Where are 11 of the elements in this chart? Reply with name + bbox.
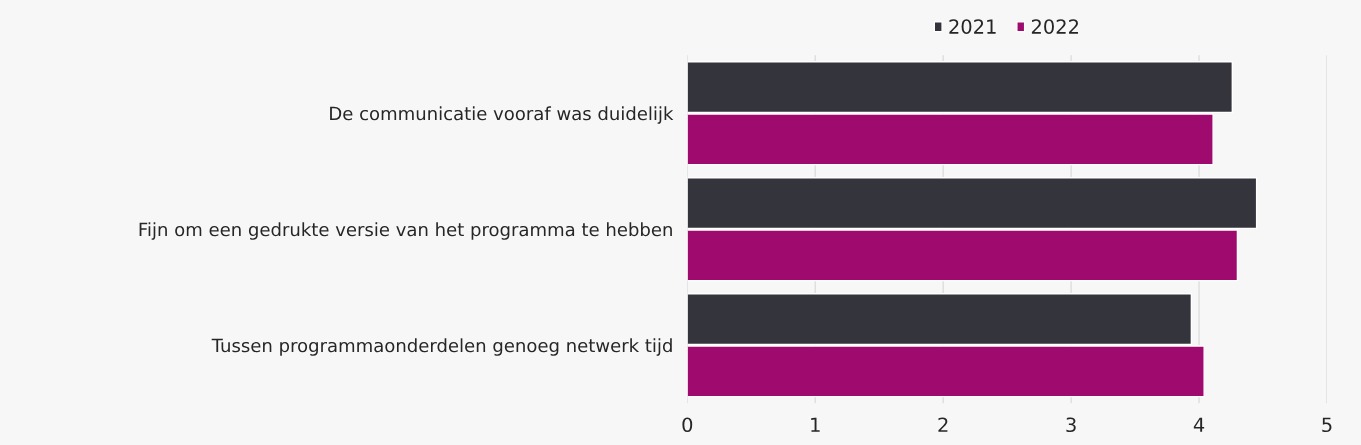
x-tick-label: 3 xyxy=(1066,417,1076,433)
y-tick-label: De communicatie vooraf was duidelijk xyxy=(330,106,674,124)
x-tick-label: 1 xyxy=(811,417,820,432)
y-tick-label: Tussen programmaonderdelen genoeg netwerk tijd xyxy=(211,338,672,356)
y-tick-label: Fijn om een gedrukte versie van het programma te hebben xyxy=(139,222,672,240)
legend-label: 2021 xyxy=(949,19,996,34)
x-tick-label: 2 xyxy=(938,417,948,432)
x-tick-label: 0 xyxy=(682,417,693,433)
x-tick-label: 5 xyxy=(1322,417,1332,433)
legend-label: 2022 xyxy=(1031,19,1079,34)
x-tick-label: 4 xyxy=(1193,417,1205,432)
